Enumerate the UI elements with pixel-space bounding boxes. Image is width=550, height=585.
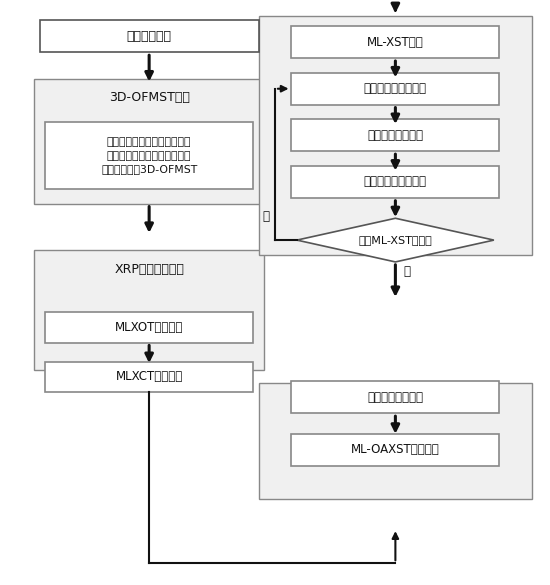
Polygon shape [297, 218, 494, 262]
FancyBboxPatch shape [40, 20, 258, 52]
Text: 利用基于密度度量的多分片最
小生成树策略构建一棵以所有
引脚为端点的3D-OFMST: 利用基于密度度量的多分片最 小生成树策略构建一棵以所有 引脚为端点的3D-OFM… [101, 137, 197, 174]
Text: ML-OAXST结构优化: ML-OAXST结构优化 [351, 443, 440, 456]
Text: 逃逸路径避障计算: 逃逸路径避障计算 [367, 129, 424, 142]
FancyBboxPatch shape [258, 16, 532, 254]
FancyBboxPatch shape [45, 122, 253, 189]
FancyBboxPatch shape [292, 26, 499, 58]
Text: 存在ML-XST穿障边: 存在ML-XST穿障边 [359, 235, 432, 245]
Text: ML-OAXST生成: ML-OAXST生成 [355, 29, 436, 42]
Text: MLXCT计算生成: MLXCT计算生成 [116, 370, 183, 383]
Text: ML-XST生成: ML-XST生成 [367, 36, 424, 49]
FancyBboxPatch shape [292, 433, 499, 466]
FancyBboxPatch shape [34, 78, 264, 204]
FancyBboxPatch shape [292, 381, 499, 414]
FancyBboxPatch shape [292, 119, 499, 152]
Text: 多层芯片布局: 多层芯片布局 [126, 30, 172, 43]
Text: 伪斯坦纳连接优化: 伪斯坦纳连接优化 [367, 391, 424, 404]
Text: 精炼: 精炼 [388, 395, 403, 408]
Text: 可修复路径避障计算: 可修复路径避障计算 [364, 82, 427, 95]
Text: 3D-OFMST构建: 3D-OFMST构建 [109, 91, 190, 104]
Text: XRP路径信息计算: XRP路径信息计算 [114, 263, 184, 276]
FancyBboxPatch shape [45, 312, 253, 343]
FancyBboxPatch shape [45, 362, 253, 392]
Text: MLXOT计算生成: MLXOT计算生成 [115, 321, 183, 334]
FancyBboxPatch shape [292, 166, 499, 198]
FancyBboxPatch shape [292, 73, 499, 105]
FancyBboxPatch shape [34, 250, 264, 370]
Text: 非逃逸路径避障计算: 非逃逸路径避障计算 [364, 176, 427, 188]
Text: 是: 是 [262, 211, 270, 223]
Text: 否: 否 [404, 265, 411, 278]
FancyBboxPatch shape [258, 383, 532, 499]
